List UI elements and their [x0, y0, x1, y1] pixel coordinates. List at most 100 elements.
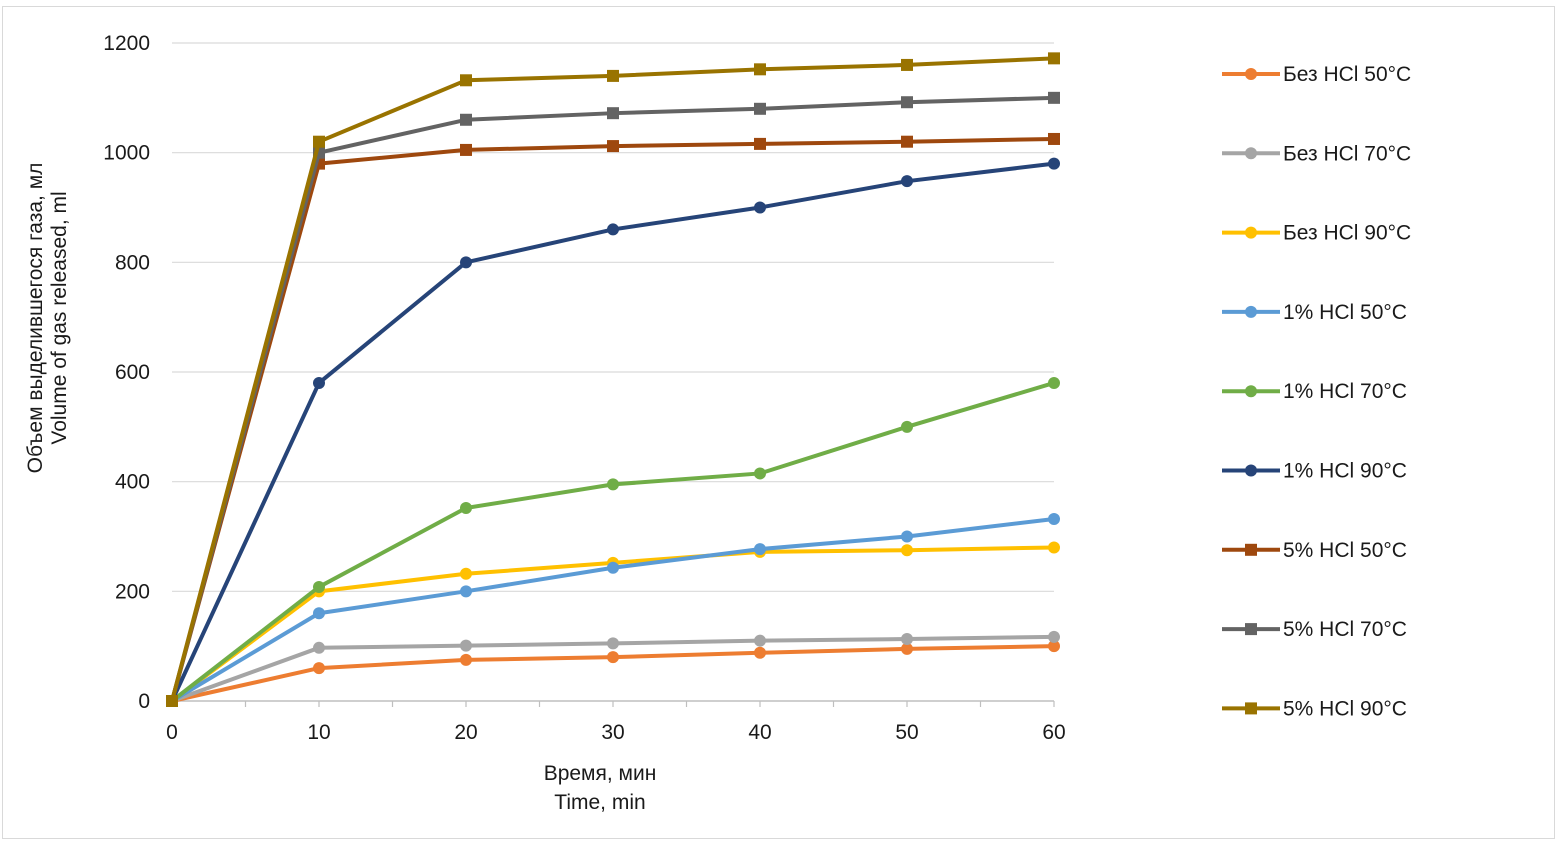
data-point: [1048, 132, 1060, 145]
data-point: [460, 113, 472, 126]
series-line: [170, 95, 1055, 702]
y-tick-label: 600: [115, 361, 150, 384]
axis-titles: Время, мин Time, min Объем выделившегося…: [24, 163, 656, 814]
data-point: [313, 662, 325, 675]
data-point: [901, 530, 913, 543]
series-0: [166, 640, 1060, 707]
data-point: [1048, 52, 1060, 65]
data-point: [754, 646, 766, 659]
data-point: [607, 651, 619, 664]
legend-item-1: Без HCl 70°C: [1222, 142, 1411, 165]
chart-frame: [2, 6, 1555, 839]
y-axis-title-line-2: Volume of gas released, ml: [48, 191, 71, 444]
y-tick-label: 800: [115, 251, 150, 274]
legend-item-6: 5% HCl 50°C: [1222, 539, 1407, 562]
gridlines: [172, 42, 1054, 592]
legend-marker: [1245, 147, 1257, 160]
series-1: [166, 630, 1060, 707]
x-tick-label: 60: [1042, 721, 1065, 744]
data-point: [460, 501, 472, 514]
legend-marker: [1245, 702, 1257, 715]
x-tick-label: 20: [454, 721, 477, 744]
legend-label: Без HCl 50°C: [1283, 63, 1411, 86]
data-point: [754, 543, 766, 556]
data-point: [607, 107, 619, 120]
legend-label: Без HCl 90°C: [1283, 222, 1411, 245]
data-point: [901, 135, 913, 148]
legend-label: 1% HCl 70°C: [1283, 380, 1407, 403]
legend-item-8: 5% HCl 90°C: [1222, 697, 1407, 720]
data-point: [313, 580, 325, 593]
data-point: [1048, 640, 1060, 653]
data-point: [754, 467, 766, 480]
series-line: [170, 516, 1055, 703]
data-point: [166, 695, 178, 707]
legend: Без HCl 50°C Без HCl 70°C Без HCl 90°C 1% H…: [1222, 63, 1411, 720]
y-axis-title-line-1: Объем выделившегося газа, мл: [24, 163, 47, 474]
data-point: [754, 102, 766, 115]
data-point: [901, 544, 913, 557]
legend-item-2: Без HCl 90°C: [1222, 222, 1411, 245]
legend-marker: [1245, 464, 1257, 477]
data-point: [1048, 630, 1060, 643]
data-point: [901, 175, 913, 188]
legend-label: 1% HCl 90°C: [1283, 460, 1407, 483]
data-point: [313, 135, 325, 148]
data-point: [901, 633, 913, 646]
series-line: [170, 136, 1055, 702]
series-3: [166, 512, 1060, 707]
legend-marker: [1245, 623, 1257, 636]
x-tick-label: 0: [166, 721, 178, 744]
x-axis-title-line-1: Время, мин: [544, 762, 657, 785]
data-point: [901, 642, 913, 655]
data-point: [313, 641, 325, 654]
series-7: [166, 91, 1060, 707]
y-tick-label: 0: [138, 690, 150, 713]
legend-item-4: 1% HCl 70°C: [1222, 380, 1407, 403]
x-tick-label: 30: [601, 721, 624, 744]
data-point: [460, 143, 472, 156]
legend-marker: [1245, 68, 1257, 80]
data-point: [460, 74, 472, 87]
x-tick-label: 50: [895, 721, 918, 744]
x-tick-label: 10: [307, 721, 330, 744]
data-point: [1048, 512, 1060, 525]
data-point: [607, 69, 619, 82]
data-point: [1048, 91, 1060, 104]
x-axis-title-line-2: Time, min: [554, 791, 645, 814]
legend-marker: [1245, 305, 1257, 318]
data-point: [1048, 541, 1060, 554]
legend-item-7: 5% HCl 70°C: [1222, 618, 1407, 641]
legend-marker: [1245, 385, 1257, 398]
legend-item-5: 1% HCl 90°C: [1222, 460, 1407, 483]
data-point: [607, 140, 619, 153]
y-tick-label: 200: [115, 580, 150, 603]
data-point: [460, 256, 472, 269]
series-group: [166, 52, 1060, 707]
y-tick-label: 400: [115, 471, 150, 494]
data-point: [754, 63, 766, 76]
data-point: [1048, 157, 1060, 170]
data-point: [313, 376, 325, 389]
legend-label: 5% HCl 90°C: [1283, 697, 1407, 720]
data-point: [607, 223, 619, 236]
x-tick-labels: 0 10 20 30 40 50 60: [166, 721, 1066, 744]
legend-label: 1% HCl 50°C: [1283, 301, 1407, 324]
legend-item-3: 1% HCl 50°C: [1222, 301, 1407, 324]
data-point: [313, 607, 325, 620]
y-tick-label: 1200: [103, 32, 150, 55]
y-tick-label: 1000: [103, 142, 150, 165]
series-8: [166, 52, 1060, 707]
data-point: [460, 585, 472, 598]
y-tick-labels: 0 200 400 600 800 1000 1200: [103, 32, 150, 713]
legend-item-0: Без HCl 50°C: [1222, 63, 1411, 86]
data-point: [754, 137, 766, 150]
data-point: [754, 201, 766, 214]
data-point: [607, 637, 619, 650]
legend-label: 5% HCl 70°C: [1283, 618, 1407, 641]
data-point: [460, 653, 472, 666]
legend-marker: [1245, 226, 1257, 239]
data-point: [1048, 376, 1060, 389]
data-point: [460, 639, 472, 652]
